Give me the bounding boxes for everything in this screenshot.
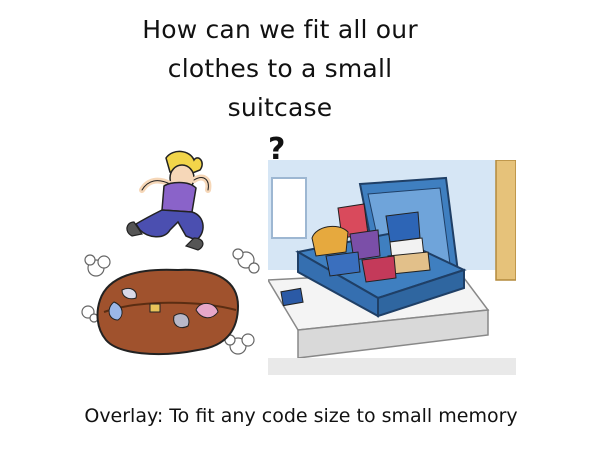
slide-title: How can we fit all our clothes to a smal… [130, 10, 430, 127]
title-line-3: suitcase [227, 93, 333, 122]
slide-caption: Overlay: To fit any code size to small m… [84, 405, 518, 427]
title-line-2: clothes to a small [167, 54, 393, 83]
jumping-person-illustration [81, 150, 260, 356]
question-mark: ? [268, 132, 286, 167]
packed-suitcase-illustration [268, 160, 516, 375]
title-line-1: How can we fit all our [142, 15, 418, 44]
